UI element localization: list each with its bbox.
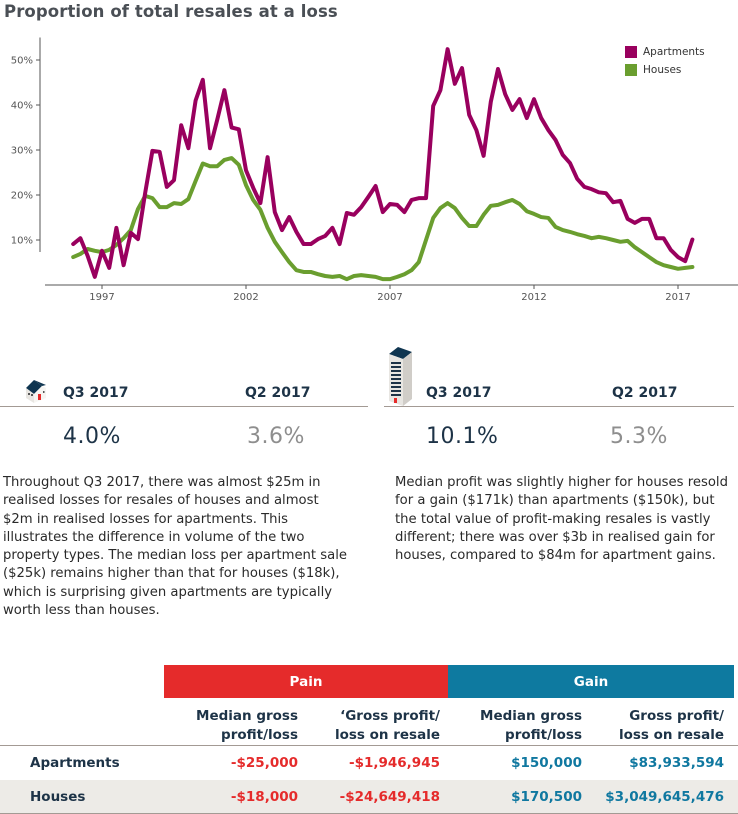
column-header: Median gross profit/loss: [160, 707, 298, 745]
column-header-line: Gross profit/: [629, 708, 724, 724]
row-label: Houses: [30, 789, 86, 805]
series-line-houses: [71, 156, 695, 282]
column-header-line: loss on resale: [618, 727, 724, 743]
table-cell: -$18,000: [230, 789, 298, 805]
house-icon: [26, 380, 46, 403]
x-tick-label: 2012: [521, 292, 546, 303]
houses-previous-value: 3.6%: [247, 424, 305, 449]
chart-lines: [71, 47, 695, 282]
y-tick-label: 10%: [11, 236, 33, 247]
column-header-line: Median gross: [480, 708, 582, 724]
table-cell: -$25,000: [230, 755, 298, 771]
apartments-previous-value: 5.3%: [610, 424, 668, 449]
chart-title: Proportion of total resales at a loss: [4, 2, 338, 21]
gain-label: Gain: [573, 673, 609, 690]
column-header: Gross profit/ loss on resale: [584, 707, 724, 745]
chart-legend: Apartments Houses: [625, 43, 705, 79]
line-chart: 10% 20% 30% 40% 50% 1997 2002 2007 2012 2017: [11, 37, 738, 303]
table-cell: $83,933,594: [629, 755, 724, 771]
apartment-building-icon: [389, 347, 412, 406]
pain-label: Pain: [289, 673, 323, 690]
table-cell: $3,049,645,476: [605, 789, 724, 805]
column-header-line: ‘Gross profit/: [340, 708, 440, 724]
houses-current-value: 4.0%: [63, 424, 121, 449]
pain-header: Pain: [164, 665, 448, 698]
losses-paragraph: Throughout Q3 2017, there was almost $25…: [3, 475, 348, 619]
legend-item-apartments[interactable]: Apartments: [625, 43, 705, 61]
y-tick-label: 50%: [11, 56, 33, 67]
legend-swatch-houses: [625, 64, 637, 76]
gain-header: Gain: [448, 665, 734, 698]
column-header-line: loss on resale: [334, 727, 440, 743]
table-cell: $170,500: [511, 789, 582, 805]
divider: [0, 406, 368, 407]
column-header-line: Median gross: [196, 708, 298, 724]
apartments-current-label: Q3 2017: [426, 385, 492, 401]
chart-axes: 10% 20% 30% 40% 50% 1997 2002 2007 2012 2017: [11, 37, 738, 303]
x-tick-label: 2017: [665, 292, 690, 303]
legend-label: Apartments: [643, 46, 705, 58]
row-label: Apartments: [30, 755, 120, 771]
gains-paragraph: Median profit was slightly higher for ho…: [395, 475, 728, 564]
legend-swatch-apartments: [625, 46, 637, 58]
table-cell: -$1,946,945: [348, 755, 440, 771]
table-row: Apartments -$25,000 -$1,946,945 $150,000…: [0, 746, 738, 780]
houses-previous-label: Q2 2017: [245, 385, 311, 401]
x-tick-label: 2002: [233, 292, 258, 303]
legend-item-houses[interactable]: Houses: [625, 61, 705, 79]
table-divider: [0, 745, 738, 746]
legend-label: Houses: [643, 64, 682, 76]
apartments-current-value: 10.1%: [426, 424, 499, 449]
y-tick-label: 40%: [11, 101, 33, 112]
column-header-line: profit/loss: [505, 727, 582, 743]
table-cell: $150,000: [511, 755, 582, 771]
column-header: Median gross profit/loss: [444, 707, 582, 745]
apartments-previous-label: Q2 2017: [612, 385, 678, 401]
y-tick-label: 30%: [11, 146, 33, 157]
houses-current-label: Q3 2017: [63, 385, 129, 401]
table-row: Houses -$18,000 -$24,649,418 $170,500 $3…: [0, 780, 738, 814]
series-line-apartments: [71, 47, 695, 279]
column-header: ‘Gross profit/ loss on resale: [300, 707, 440, 745]
x-tick-label: 1997: [89, 292, 114, 303]
y-tick-label: 20%: [11, 191, 33, 202]
x-tick-label: 2007: [377, 292, 402, 303]
divider: [384, 406, 734, 407]
column-header-line: profit/loss: [221, 727, 298, 743]
table-cell: -$24,649,418: [339, 789, 440, 805]
